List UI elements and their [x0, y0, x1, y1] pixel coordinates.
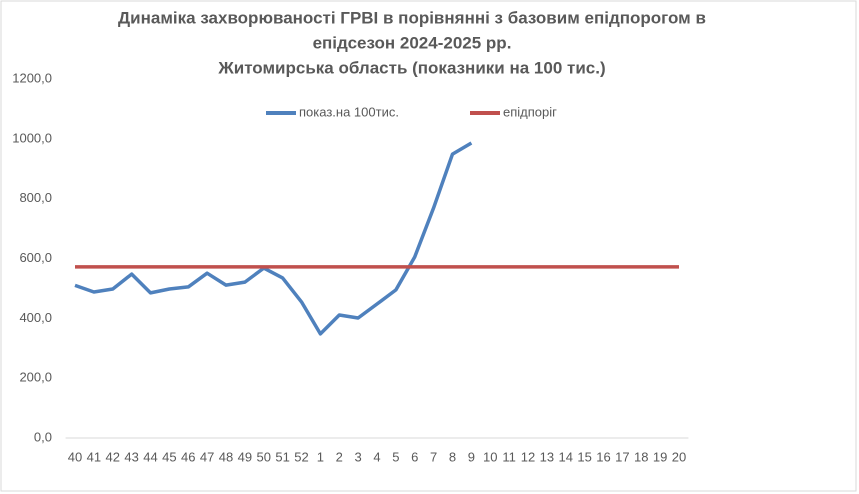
x-tick-label: 13 — [540, 449, 554, 464]
y-tick-label: 1000,0 — [12, 130, 52, 145]
y-tick-label: 0,0 — [34, 429, 52, 444]
legend-label: показ.на 100тис. — [299, 104, 399, 119]
y-tick-label: 200,0 — [19, 370, 52, 385]
x-tick-label: 50 — [257, 449, 271, 464]
chart-title: Житомирська область (показники на 100 ти… — [217, 58, 605, 77]
x-tick-label: 3 — [355, 449, 362, 464]
x-tick-label: 42 — [106, 449, 120, 464]
x-tick-label: 19 — [653, 449, 667, 464]
x-tick-label: 44 — [143, 449, 157, 464]
x-tick-label: 9 — [468, 449, 475, 464]
x-tick-label: 46 — [181, 449, 195, 464]
legend-label: епідпоріг — [503, 104, 557, 119]
x-tick-label: 12 — [521, 449, 535, 464]
x-tick-label: 2 — [336, 449, 343, 464]
x-tick-label: 51 — [275, 449, 289, 464]
x-tick-label: 45 — [162, 449, 176, 464]
x-tick-label: 11 — [502, 449, 516, 464]
x-tick-label: 4 — [373, 449, 380, 464]
chart-title: епідсезон 2024-2025 рр. — [313, 33, 512, 52]
y-tick-label: 600,0 — [19, 250, 52, 265]
y-tick-label: 400,0 — [19, 310, 52, 325]
x-tick-label: 47 — [200, 449, 214, 464]
x-tick-label: 17 — [615, 449, 629, 464]
x-tick-label: 41 — [87, 449, 101, 464]
series-line — [74, 141, 473, 336]
chart-title: Динаміка захворюваності ГРВІ в порівнянн… — [118, 8, 706, 27]
y-tick-label: 800,0 — [19, 190, 52, 205]
x-tick-label: 48 — [219, 449, 233, 464]
x-tick-label: 49 — [238, 449, 252, 464]
x-tick-label: 43 — [124, 449, 138, 464]
x-tick-label: 18 — [634, 449, 648, 464]
x-tick-label: 40 — [68, 449, 82, 464]
x-tick-label: 16 — [596, 449, 610, 464]
x-tick-label: 7 — [430, 449, 437, 464]
x-tick-label: 52 — [294, 449, 308, 464]
x-tick-label: 14 — [558, 449, 572, 464]
y-tick-label: 1200,0 — [12, 70, 52, 85]
x-tick-label: 15 — [577, 449, 591, 464]
x-tick-label: 20 — [672, 449, 686, 464]
x-tick-label: 8 — [449, 449, 456, 464]
x-tick-label: 6 — [411, 449, 418, 464]
x-tick-label: 1 — [317, 449, 324, 464]
x-tick-label: 5 — [392, 449, 399, 464]
x-tick-label: 10 — [483, 449, 497, 464]
